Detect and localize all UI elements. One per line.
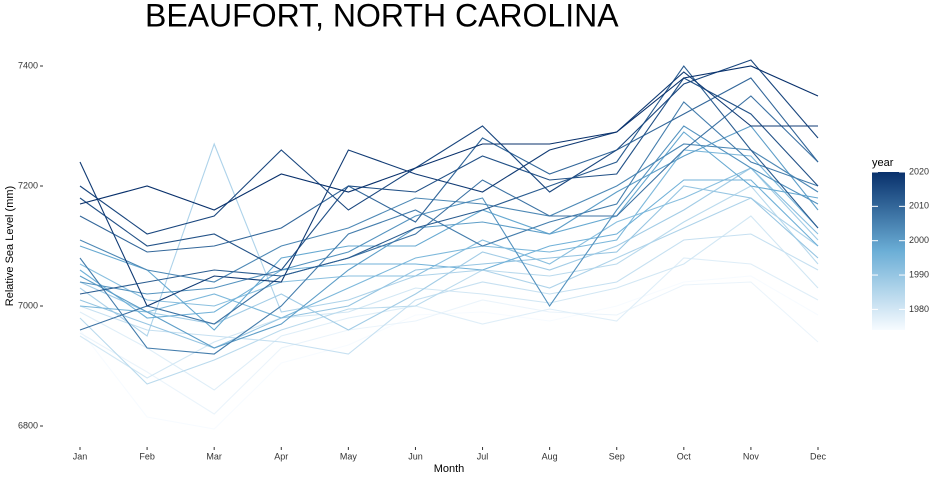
colorbar-label: 2020 bbox=[909, 166, 929, 176]
series-line bbox=[79, 215, 819, 379]
colorbar-label: 1990 bbox=[909, 269, 929, 279]
y-tick-label: 7400 bbox=[18, 60, 38, 70]
series-line bbox=[79, 185, 819, 385]
series-line bbox=[79, 281, 819, 415]
colorbar-label: 2000 bbox=[909, 235, 929, 245]
x-tick-label: Mar bbox=[206, 451, 222, 461]
series-line bbox=[79, 77, 819, 253]
series-line bbox=[79, 257, 819, 391]
x-tick-label: Dec bbox=[810, 451, 827, 461]
series-line bbox=[79, 101, 819, 355]
x-tick-label: Nov bbox=[743, 451, 760, 461]
x-tick-label: Aug bbox=[542, 451, 558, 461]
y-tick-label: 6800 bbox=[18, 420, 38, 430]
series-line bbox=[79, 143, 819, 283]
colorbar-label: 2010 bbox=[909, 201, 929, 211]
x-axis-title: Month bbox=[434, 463, 465, 475]
series-line bbox=[79, 77, 819, 271]
series-line bbox=[79, 95, 819, 331]
series-line bbox=[79, 65, 819, 211]
series-line bbox=[79, 125, 819, 349]
x-tick-label: Oct bbox=[677, 451, 692, 461]
series-line bbox=[79, 125, 819, 307]
y-axis-title: Relative Sea Level (mm) bbox=[4, 186, 16, 306]
series-line bbox=[79, 71, 818, 307]
x-tick-label: Jul bbox=[477, 451, 489, 461]
chart-title: BEAUFORT, NORTH CAROLINA bbox=[145, 0, 619, 33]
series-line bbox=[79, 179, 819, 319]
series-line bbox=[79, 275, 819, 430]
x-tick-label: Jun bbox=[408, 451, 423, 461]
y-tick-label: 7000 bbox=[18, 300, 38, 310]
series-line bbox=[79, 167, 819, 307]
x-tick-label: Feb bbox=[139, 451, 155, 461]
y-tick-label: 7200 bbox=[18, 180, 38, 190]
x-tick-label: Apr bbox=[274, 451, 288, 461]
series-line bbox=[79, 167, 819, 331]
series-line bbox=[79, 142, 819, 337]
series-line bbox=[79, 59, 819, 235]
colorbar bbox=[872, 172, 905, 330]
series-line bbox=[79, 233, 819, 355]
x-tick-label: Sep bbox=[609, 451, 625, 461]
series-line bbox=[79, 149, 819, 319]
x-tick-label: Jan bbox=[73, 451, 88, 461]
legend-title: year bbox=[872, 157, 894, 169]
colorbar-label: 1980 bbox=[909, 304, 929, 314]
x-tick-label: May bbox=[340, 451, 358, 461]
